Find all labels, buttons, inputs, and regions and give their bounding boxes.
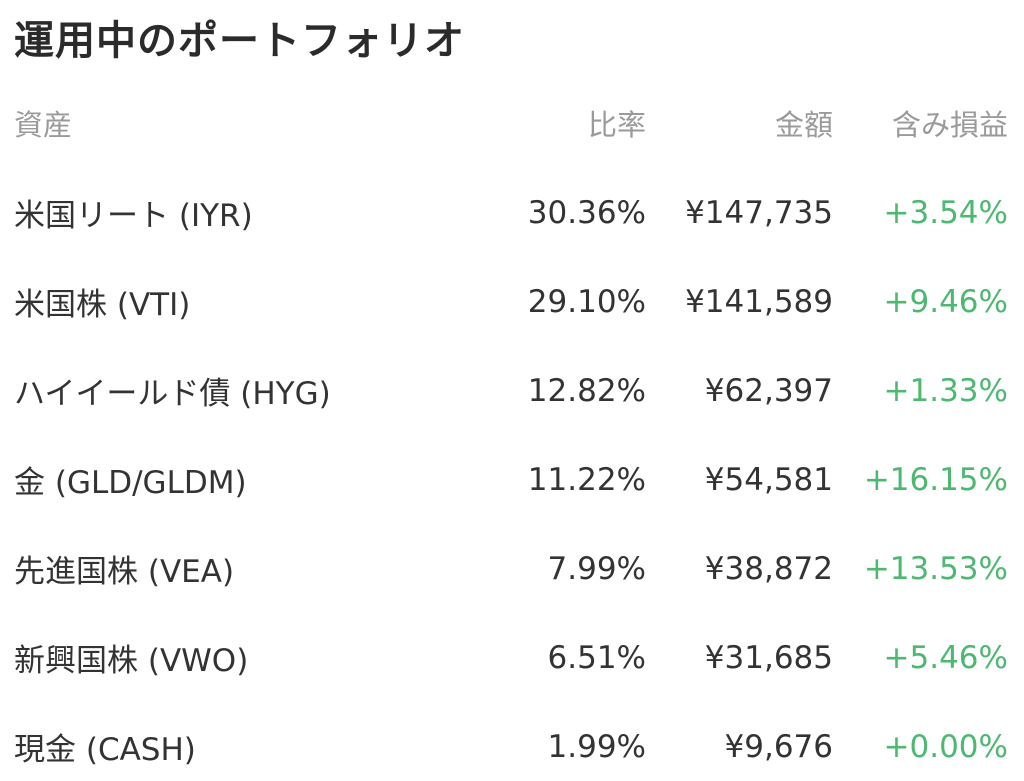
table-header: 資産 比率 金額 含み損益 [14,78,1008,168]
asset-ratio: 7.99% [547,550,646,587]
asset-amount: ¥147,735 [685,194,833,231]
table-body: 米国リート (IYR) 30.36% ¥147,735 +3.54% 米国株 (… [14,168,1008,781]
asset-name: ハイイールド債 (HYG) [14,376,331,412]
asset-unrealized-pl: +9.46% [883,283,1008,320]
asset-amount: ¥38,872 [704,550,833,587]
asset-unrealized-pl: +0.00% [883,728,1008,765]
table-row[interactable]: ハイイールド債 (HYG) 12.82% ¥62,397 +1.33% [14,346,1008,435]
table-row[interactable]: 金 (GLD/GLDM) 11.22% ¥54,581 +16.15% [14,435,1008,524]
asset-name: 金 (GLD/GLDM) [14,465,247,501]
asset-name: 現金 (CASH) [14,732,196,768]
asset-name: 米国リート (IYR) [14,198,253,234]
column-header-unrealized-pl: 含み損益 [891,108,1008,142]
asset-amount: ¥62,397 [704,372,833,409]
asset-ratio: 11.22% [527,461,646,498]
asset-name: 先進国株 (VEA) [14,554,235,590]
table-row[interactable]: 新興国株 (VWO) 6.51% ¥31,685 +5.46% [14,613,1008,702]
asset-name: 米国株 (VTI) [14,287,191,323]
column-header-amount: 金額 [774,108,833,142]
holdings-table: 資産 比率 金額 含み損益 米国リート (IYR) 30.36% ¥147,73… [14,78,1008,781]
header-row: 資産 比率 金額 含み損益 [14,78,1008,168]
asset-unrealized-pl: +1.33% [883,372,1008,409]
asset-ratio: 12.82% [527,372,646,409]
asset-ratio: 6.51% [547,639,646,676]
page-title: 運用中のポートフォリオ [14,18,465,64]
asset-amount: ¥31,685 [704,639,833,676]
asset-unrealized-pl: +13.53% [863,550,1008,587]
asset-ratio: 30.36% [527,194,646,231]
asset-name: 新興国株 (VWO) [14,643,249,679]
column-header-ratio: 比率 [587,108,646,142]
table-row[interactable]: 米国株 (VTI) 29.10% ¥141,589 +9.46% [14,257,1008,346]
asset-unrealized-pl: +5.46% [883,639,1008,676]
asset-amount: ¥141,589 [685,283,833,320]
asset-amount: ¥54,581 [704,461,833,498]
asset-unrealized-pl: +3.54% [883,194,1008,231]
asset-ratio: 1.99% [547,728,646,765]
asset-unrealized-pl: +16.15% [863,461,1008,498]
asset-ratio: 29.10% [527,283,646,320]
table-row[interactable]: 米国リート (IYR) 30.36% ¥147,735 +3.54% [14,168,1008,257]
table-row[interactable]: 先進国株 (VEA) 7.99% ¥38,872 +13.53% [14,524,1008,613]
asset-amount: ¥9,676 [724,728,833,765]
table-row[interactable]: 現金 (CASH) 1.99% ¥9,676 +0.00% [14,702,1008,781]
column-header-asset: 資産 [14,108,73,142]
